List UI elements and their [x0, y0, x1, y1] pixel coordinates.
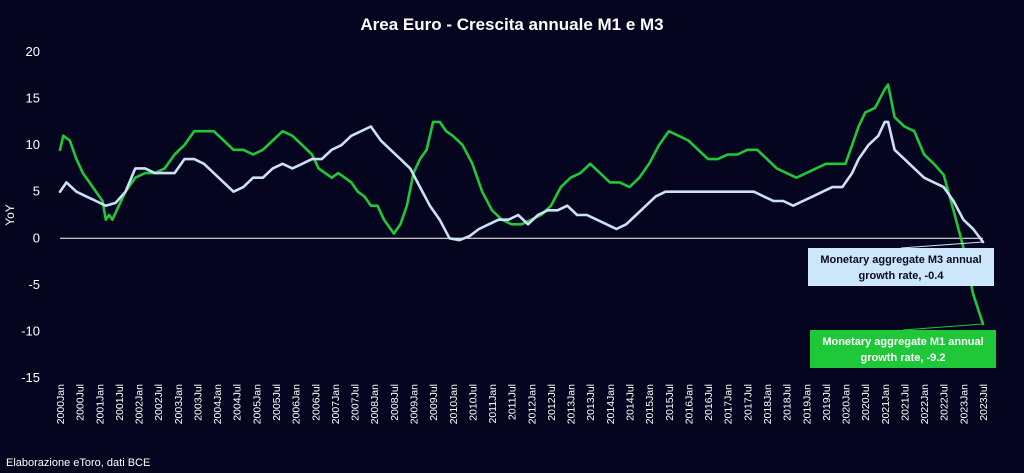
annotation-layer: Monetary aggregate M3 annual growth rate,…	[808, 241, 996, 368]
x-tick-label: 2016Jan	[683, 384, 695, 424]
x-tick-label: 2006Jul	[310, 384, 322, 421]
y-tick-label: -10	[21, 323, 40, 338]
y-tick-label: 5	[33, 184, 40, 199]
x-tick-label: 2020Jan	[841, 384, 853, 424]
annotation-box-m3	[808, 248, 994, 286]
x-tick-label: 2009Jul	[428, 384, 440, 421]
x-tick-label: 2021Jan	[880, 384, 892, 424]
x-tick-label: 2021Jul	[899, 384, 911, 421]
x-tick-label: 2013Jan	[566, 384, 578, 424]
x-tick-label: 2000Jul	[75, 384, 87, 421]
x-tick-label: 2022Jul	[939, 384, 951, 421]
x-tick-label: 2023Jan	[958, 384, 970, 424]
annotation-m3: Monetary aggregate M3 annual growth rate,…	[808, 241, 994, 286]
x-tick-label: 2002Jul	[153, 384, 165, 421]
x-tick-label: 2013Jul	[585, 384, 597, 421]
x-tick-label: 2023Jul	[978, 384, 990, 421]
x-tick-label: 2012Jan	[526, 384, 538, 424]
y-axis-ticks: 20 15 10 5 0 -5 -10 -15	[21, 44, 40, 385]
x-tick-label: 2011Jul	[507, 384, 519, 420]
x-tick-label: 2008Jan	[369, 384, 381, 424]
x-axis-ticks: 2000Jan 2000Jul 2001Jan 2001Jul 2002Jan 2002J…	[55, 384, 990, 424]
x-tick-label: 2001Jan	[94, 384, 106, 424]
series-line-m1	[58, 83, 985, 326]
x-tick-label: 2014Jan	[605, 384, 617, 424]
x-tick-label: 2017Jul	[742, 384, 754, 421]
x-tick-label: 2010Jan	[448, 384, 460, 424]
y-tick-label: -15	[21, 370, 40, 385]
x-tick-label: 2003Jan	[173, 384, 185, 424]
x-tick-label: 2011Jan	[487, 384, 499, 424]
x-tick-label: 2020Jul	[860, 384, 872, 421]
y-tick-label: 0	[33, 230, 40, 245]
series-line-m3	[58, 120, 985, 244]
x-tick-label: 2012Jul	[546, 384, 558, 421]
x-tick-label: 2006Jan	[291, 384, 303, 424]
x-tick-label: 2014Jul	[625, 384, 637, 421]
x-tick-label: 2005Jan	[251, 384, 263, 424]
x-tick-label: 2004Jan	[212, 384, 224, 424]
x-tick-label: 2017Jan	[723, 384, 735, 424]
x-tick-label: 2007Jul	[350, 384, 362, 421]
y-tick-label: 10	[26, 137, 40, 152]
x-tick-label: 2005Jul	[271, 384, 283, 421]
annotation-leader-m1	[902, 323, 984, 331]
series-layer	[58, 83, 985, 326]
y-tick-label: -5	[28, 277, 40, 292]
x-tick-label: 2022Jan	[919, 384, 931, 424]
y-tick-label: 15	[26, 91, 40, 106]
x-tick-label: 2001Jul	[114, 384, 126, 421]
x-tick-label: 2003Jul	[192, 384, 204, 421]
x-tick-label: 2019Jul	[821, 384, 833, 421]
x-tick-label: 2004Jul	[232, 384, 244, 421]
annotation-text-m1-line1: Monetary aggregate M1 annual	[822, 336, 983, 348]
x-tick-label: 2007Jan	[330, 384, 342, 424]
x-tick-label: 2000Jan	[55, 384, 67, 424]
annotation-text-m1-line2: growth rate, -9.2	[861, 352, 946, 364]
annotation-m1: Monetary aggregate M1 annual growth rate,…	[810, 323, 996, 368]
x-tick-label: 2015Jan	[644, 384, 656, 424]
x-tick-label: 2002Jan	[134, 384, 146, 424]
x-tick-label: 2016Jul	[703, 384, 715, 421]
annotation-text-m3-line2: growth rate, -0.4	[859, 270, 945, 282]
chart-title: Area Euro - Crescita annuale M1 e M3	[360, 15, 663, 34]
source-note: Elaborazione eToro, dati BCE	[6, 457, 150, 469]
x-tick-label: 2018Jul	[782, 384, 794, 421]
x-tick-label: 2009Jan	[408, 384, 420, 424]
annotation-text-m3-line1: Monetary aggregate M3 annual	[820, 254, 981, 266]
annotation-box-m1	[810, 330, 996, 368]
y-tick-label: 20	[26, 44, 40, 59]
x-tick-label: 2008Jul	[389, 384, 401, 421]
y-axis-label: YoY	[3, 204, 17, 226]
annotation-leader-m3	[900, 241, 984, 249]
x-tick-label: 2018Jan	[762, 384, 774, 424]
x-tick-label: 2010Jul	[467, 384, 479, 421]
x-tick-label: 2015Jul	[664, 384, 676, 421]
x-tick-label: 2019Jan	[801, 384, 813, 424]
